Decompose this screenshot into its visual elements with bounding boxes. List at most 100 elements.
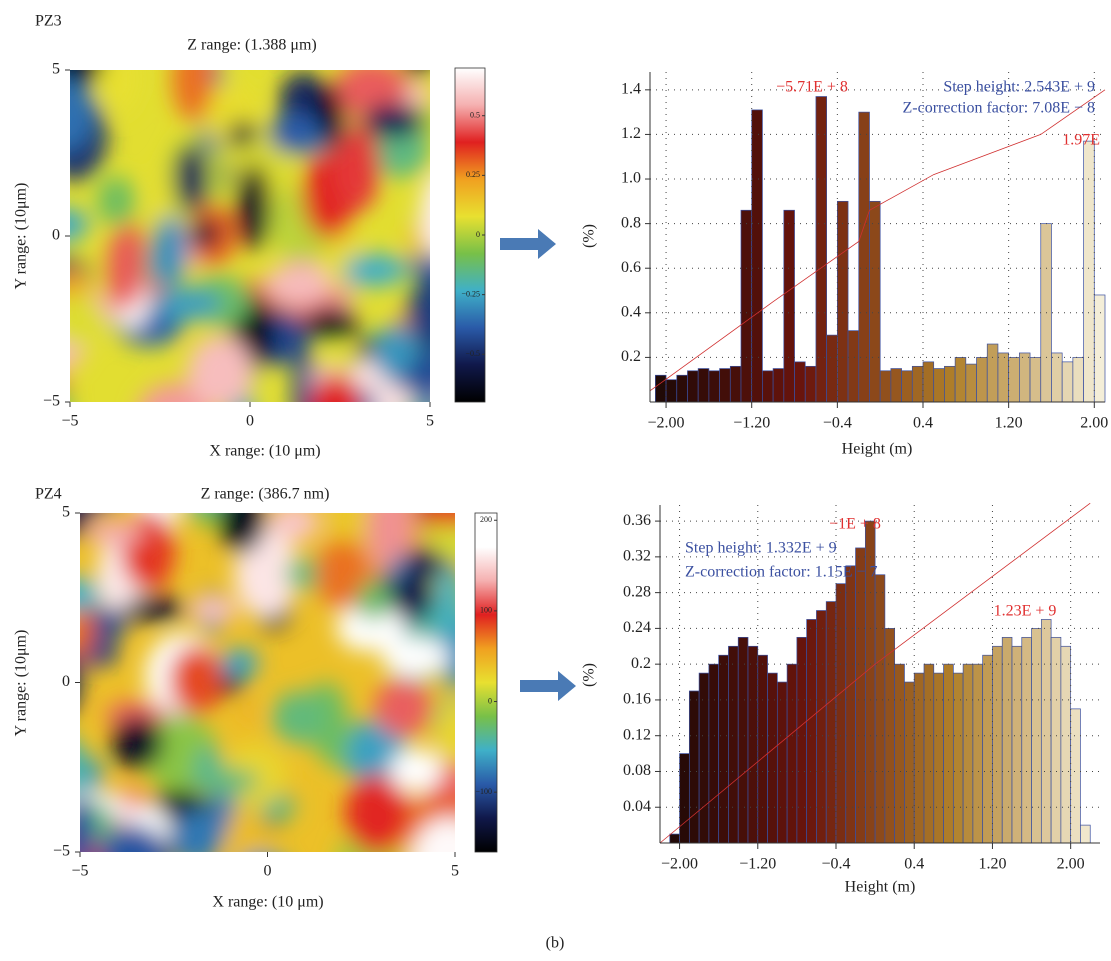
histogram-bar [687,370,699,403]
histogram-bar [1001,636,1013,844]
y-tick-label: 0.2 [631,655,651,672]
histogram-bar [962,663,974,844]
histogram-bar [972,663,984,844]
histogram-bar [855,547,866,844]
heatmap-blob [150,288,221,320]
annotation: Step height: 1.332E + 9 [685,540,837,557]
x-tick-label: 5 [451,863,459,880]
histogram-bar [708,370,720,403]
y-tick-label: 0.16 [623,691,651,708]
y-tick-label: 0 [52,227,60,244]
y-tick-label: 0.12 [623,726,651,743]
x-tick-label: 0 [264,863,272,880]
heatmap-image [75,478,455,852]
y-axis-label: Y range: (10μm) [13,183,30,290]
x-tick-label: 1.20 [978,856,1006,873]
heatmap-blob [408,70,429,76]
heatmap-blob [171,809,223,852]
histogram-bar [1031,628,1042,844]
y-tick-label: 0.2 [621,348,641,365]
histogram-bar [816,610,827,844]
histogram-bar [944,365,956,403]
histogram-bar [992,645,1003,844]
y-tick-label: 0.08 [623,762,651,779]
heatmap-blob [335,604,406,651]
heatmap-blob [70,293,105,347]
y-axis-label: Y range: (10μm) [13,630,30,737]
annotation: −1E + 8 [829,516,881,533]
caption: (b) [546,935,565,952]
heatmap-blob [80,669,82,695]
histogram-bar [923,663,935,844]
y-tick-label: 0.6 [621,259,641,276]
heatmap-blob [70,77,95,152]
histogram-bar [943,663,954,844]
y-axis-label: (%) [581,224,598,248]
x-tick-label: 0.4 [904,856,924,873]
colorbar-tick-label: −100 [475,787,492,796]
panel-label: PZ4 [35,486,62,503]
heatmap-blob [174,144,209,212]
histogram-bar [1008,357,1020,403]
heatmap-blob [189,219,220,249]
histogram-bar [1051,352,1063,403]
heatmap-blob [343,253,407,287]
histogram-bar [815,96,827,403]
y-tick-label: 1.2 [621,125,641,142]
cumulative-line [659,502,1091,844]
histogram-bar [1093,294,1106,403]
heatmap-blob [84,520,145,545]
heatmap-blob [436,700,455,783]
histogram-bar [751,109,763,403]
map-title: Z range: (1.388 μm) [187,37,316,54]
heatmap-blob [187,335,253,402]
heatmap-blob [80,795,95,852]
y-axis-label: (%) [581,663,598,687]
histogram-bar [786,663,798,844]
y-tick-label: 0.28 [623,583,651,600]
heatmap-blob [334,125,380,212]
heatmap-blob [271,691,326,744]
histogram-bar [952,672,964,844]
heatmap-blob [381,637,450,677]
arrow [500,229,556,259]
heatmap-blob [80,513,93,534]
annotation: Step height: 2.543E + 9 [943,79,1095,96]
heatmap-blob [188,596,238,623]
colorbar-tick-label: 0.5 [470,111,480,120]
histogram-bar [676,374,688,403]
heatmap-blob [413,817,455,852]
x-axis-label: Height (m) [845,879,916,896]
x-axis-label: Height (m) [842,441,913,458]
heatmap-blob [405,220,430,259]
x-axis-label: X range: (10 μm) [212,894,323,911]
histogram-bar [708,663,720,844]
colorbar [454,67,486,403]
y-tick-label: 0.24 [623,619,651,636]
heatmap-blob [420,178,430,248]
y-tick-label: −5 [43,393,60,410]
colorbar-tick-label: 0 [476,230,480,239]
heatmap-blob [33,242,69,316]
heatmap-blob [111,716,164,770]
heatmap-blob [374,678,432,737]
x-tick-label: 2.00 [1080,415,1108,432]
histogram-bar [762,370,774,403]
heatmap-blob [345,773,409,852]
colorbar-tick-label: −0.25 [461,289,480,298]
x-tick-label: 0 [246,413,254,430]
heatmap-blob [303,307,359,339]
heatmap-blob [356,581,392,621]
heatmap-blob [372,325,414,381]
x-tick-label: −2.00 [661,856,698,873]
y-tick-label: 0.4 [621,303,641,320]
y-tick-label: 1.0 [621,170,641,187]
y-tick-label: 5 [62,504,70,521]
histogram-bar [776,681,788,844]
histogram-bar [1080,824,1091,844]
histogram-bar [697,368,710,403]
heatmap-blob [75,478,120,510]
heatmap-blob [219,648,259,678]
x-axis-label: X range: (10 μm) [209,443,320,460]
